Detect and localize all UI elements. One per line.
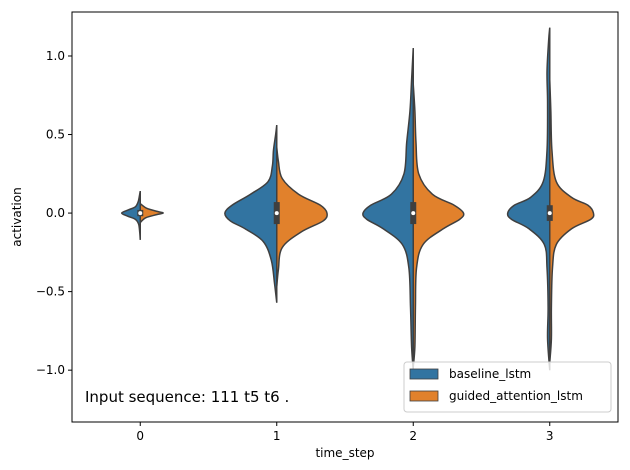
plot-frame (71, 11, 619, 423)
y-axis-title: activation (10, 187, 24, 246)
x-tick-label: 3 (546, 429, 554, 443)
legend-frame (403, 361, 612, 413)
legend-label-guided-attention: guided_attention_lstm (449, 389, 583, 403)
y-tick-label: −1.0 (36, 363, 65, 377)
violin-half-baseline_lstm-2 (362, 48, 414, 371)
violin-half-baseline_lstm-3 (506, 27, 551, 371)
legend-swatch-guided-attention (409, 390, 439, 402)
median-dot-1 (274, 211, 279, 216)
violin-half-guided_attention_lstm-2 (412, 84, 465, 368)
violin-half-guided_attention_lstm-3 (549, 79, 595, 363)
violin-half-baseline_lstm-0 (120, 190, 141, 240)
median-dot-3 (547, 211, 552, 216)
median-dot-2 (411, 211, 416, 216)
x-axis: 0 1 2 3 (136, 422, 554, 443)
x-axis-title: time_step (315, 446, 374, 460)
x-tick-label: 1 (273, 429, 281, 443)
violins (120, 27, 595, 371)
annotation-text: Input sequence: 111 t5 t6 . (85, 388, 289, 406)
violin-half-guided_attention_lstm-0 (139, 202, 164, 225)
legend-swatch-baseline (409, 368, 439, 380)
violin-half-guided_attention_lstm-1 (276, 147, 328, 287)
legend-label-baseline: baseline_lstm (449, 367, 531, 381)
y-tick-label: −0.5 (36, 285, 65, 299)
y-tick-label: 0.5 (46, 128, 65, 142)
y-tick-label: 0.0 (46, 206, 65, 220)
violin-half-baseline_lstm-1 (224, 125, 278, 303)
median-dot-0 (138, 211, 143, 216)
y-axis: −1.0 −0.5 0.0 0.5 1.0 (36, 49, 72, 377)
x-tick-label: 0 (136, 429, 144, 443)
x-tick-label: 2 (409, 429, 417, 443)
y-tick-label: 1.0 (46, 49, 65, 63)
legend: baseline_lstm guided_attention_lstm (403, 361, 612, 413)
